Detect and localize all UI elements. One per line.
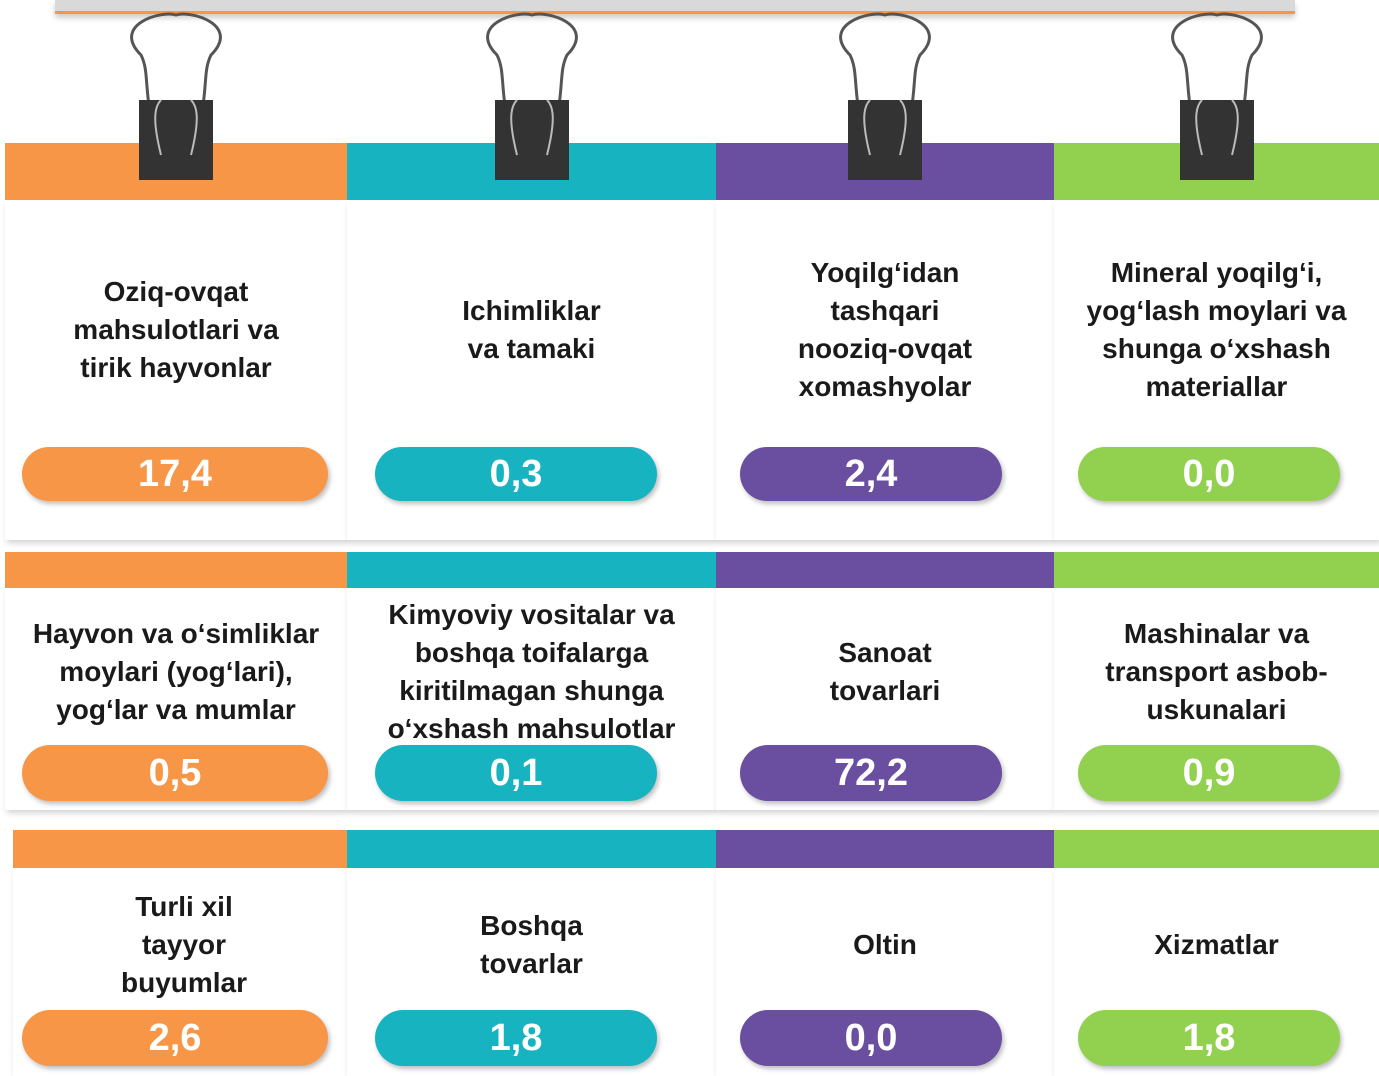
value-pill: 0,9	[1078, 745, 1340, 801]
value-pill: 2,6	[22, 1010, 328, 1066]
header-strip	[347, 830, 716, 868]
infographic: Oziq-ovqat mahsulotlari va tirik hayvonl…	[0, 0, 1379, 1076]
card-label: Oziq-ovqat mahsulotlari va tirik hayvonl…	[5, 273, 347, 387]
card-label: Kimyoviy vositalar va boshqa toifalarga …	[347, 596, 716, 748]
header-strip	[716, 552, 1054, 588]
card-label: Hayvon va o‘simliklar moylari (yog‘lari)…	[5, 615, 347, 729]
card-label: Mineral yoqilg‘i, yog‘lash moylari va sh…	[1054, 254, 1379, 406]
header-strip	[1054, 552, 1379, 588]
card-label: Yoqilg‘idan tashqari nooziq-ovqat xomash…	[716, 254, 1054, 406]
card-label: Ichimliklar va tamaki	[347, 292, 716, 368]
card-label: Boshqa tovarlar	[347, 907, 716, 983]
card-label: Sanoat tovarlari	[716, 634, 1054, 710]
card-label: Xizmatlar	[1054, 926, 1379, 964]
value-pill: 0,1	[375, 745, 657, 801]
value-pill: 0,0	[1078, 447, 1340, 501]
header-strip	[716, 830, 1054, 868]
binder-clip	[101, 5, 251, 195]
card-label: Mashinalar va transport asbob- uskunalar…	[1054, 615, 1379, 729]
value-pill: 0,0	[740, 1010, 1002, 1066]
value-pill: 72,2	[740, 745, 1002, 801]
binder-clip	[810, 5, 960, 195]
card-label: Oltin	[716, 926, 1054, 964]
value-pill: 17,4	[22, 447, 328, 501]
value-pill: 2,4	[740, 447, 1002, 501]
binder-clip	[457, 5, 607, 195]
card-label: Turli xil tayyor buyumlar	[13, 888, 355, 1002]
value-pill: 1,8	[375, 1010, 657, 1066]
header-strip	[347, 552, 716, 588]
binder-clip	[1142, 5, 1292, 195]
header-strip	[5, 552, 347, 588]
value-pill: 1,8	[1078, 1010, 1340, 1066]
header-strip	[1054, 830, 1379, 868]
value-pill: 0,3	[375, 447, 657, 501]
value-pill: 0,5	[22, 745, 328, 801]
header-strip	[13, 830, 355, 868]
